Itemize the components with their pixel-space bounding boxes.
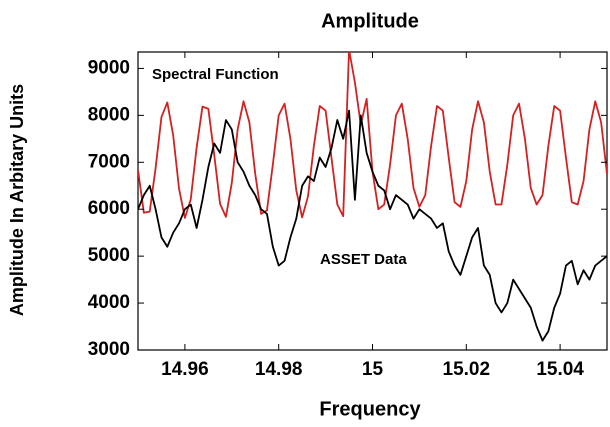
y-tick-label: 3000	[88, 339, 130, 360]
x-tick-label: 14.98	[255, 359, 303, 380]
y-tick-label: 9000	[88, 57, 130, 78]
annotation: Spectral Function	[152, 66, 279, 83]
x-tick-label: 15	[362, 359, 384, 380]
x-tick-label: 15.04	[536, 359, 584, 380]
y-tick-label: 4000	[88, 292, 130, 313]
y-tick-label: 8000	[88, 104, 130, 125]
x-axis-label: Frequency	[319, 398, 421, 420]
y-tick-label: 5000	[88, 245, 130, 266]
x-tick-label: 15.02	[443, 359, 491, 380]
y-tick-label: 6000	[88, 198, 130, 219]
y-tick-label: 7000	[88, 151, 130, 172]
chart-title: Amplitude	[321, 10, 419, 32]
plot-frame	[137, 51, 608, 351]
annotation: ASSET Data	[320, 251, 407, 268]
plot-area	[138, 52, 607, 342]
x-tick-label: 14.96	[161, 359, 209, 380]
series-line	[138, 109, 607, 342]
y-axis-label: Amplitude In Arbitary Units	[7, 84, 27, 316]
